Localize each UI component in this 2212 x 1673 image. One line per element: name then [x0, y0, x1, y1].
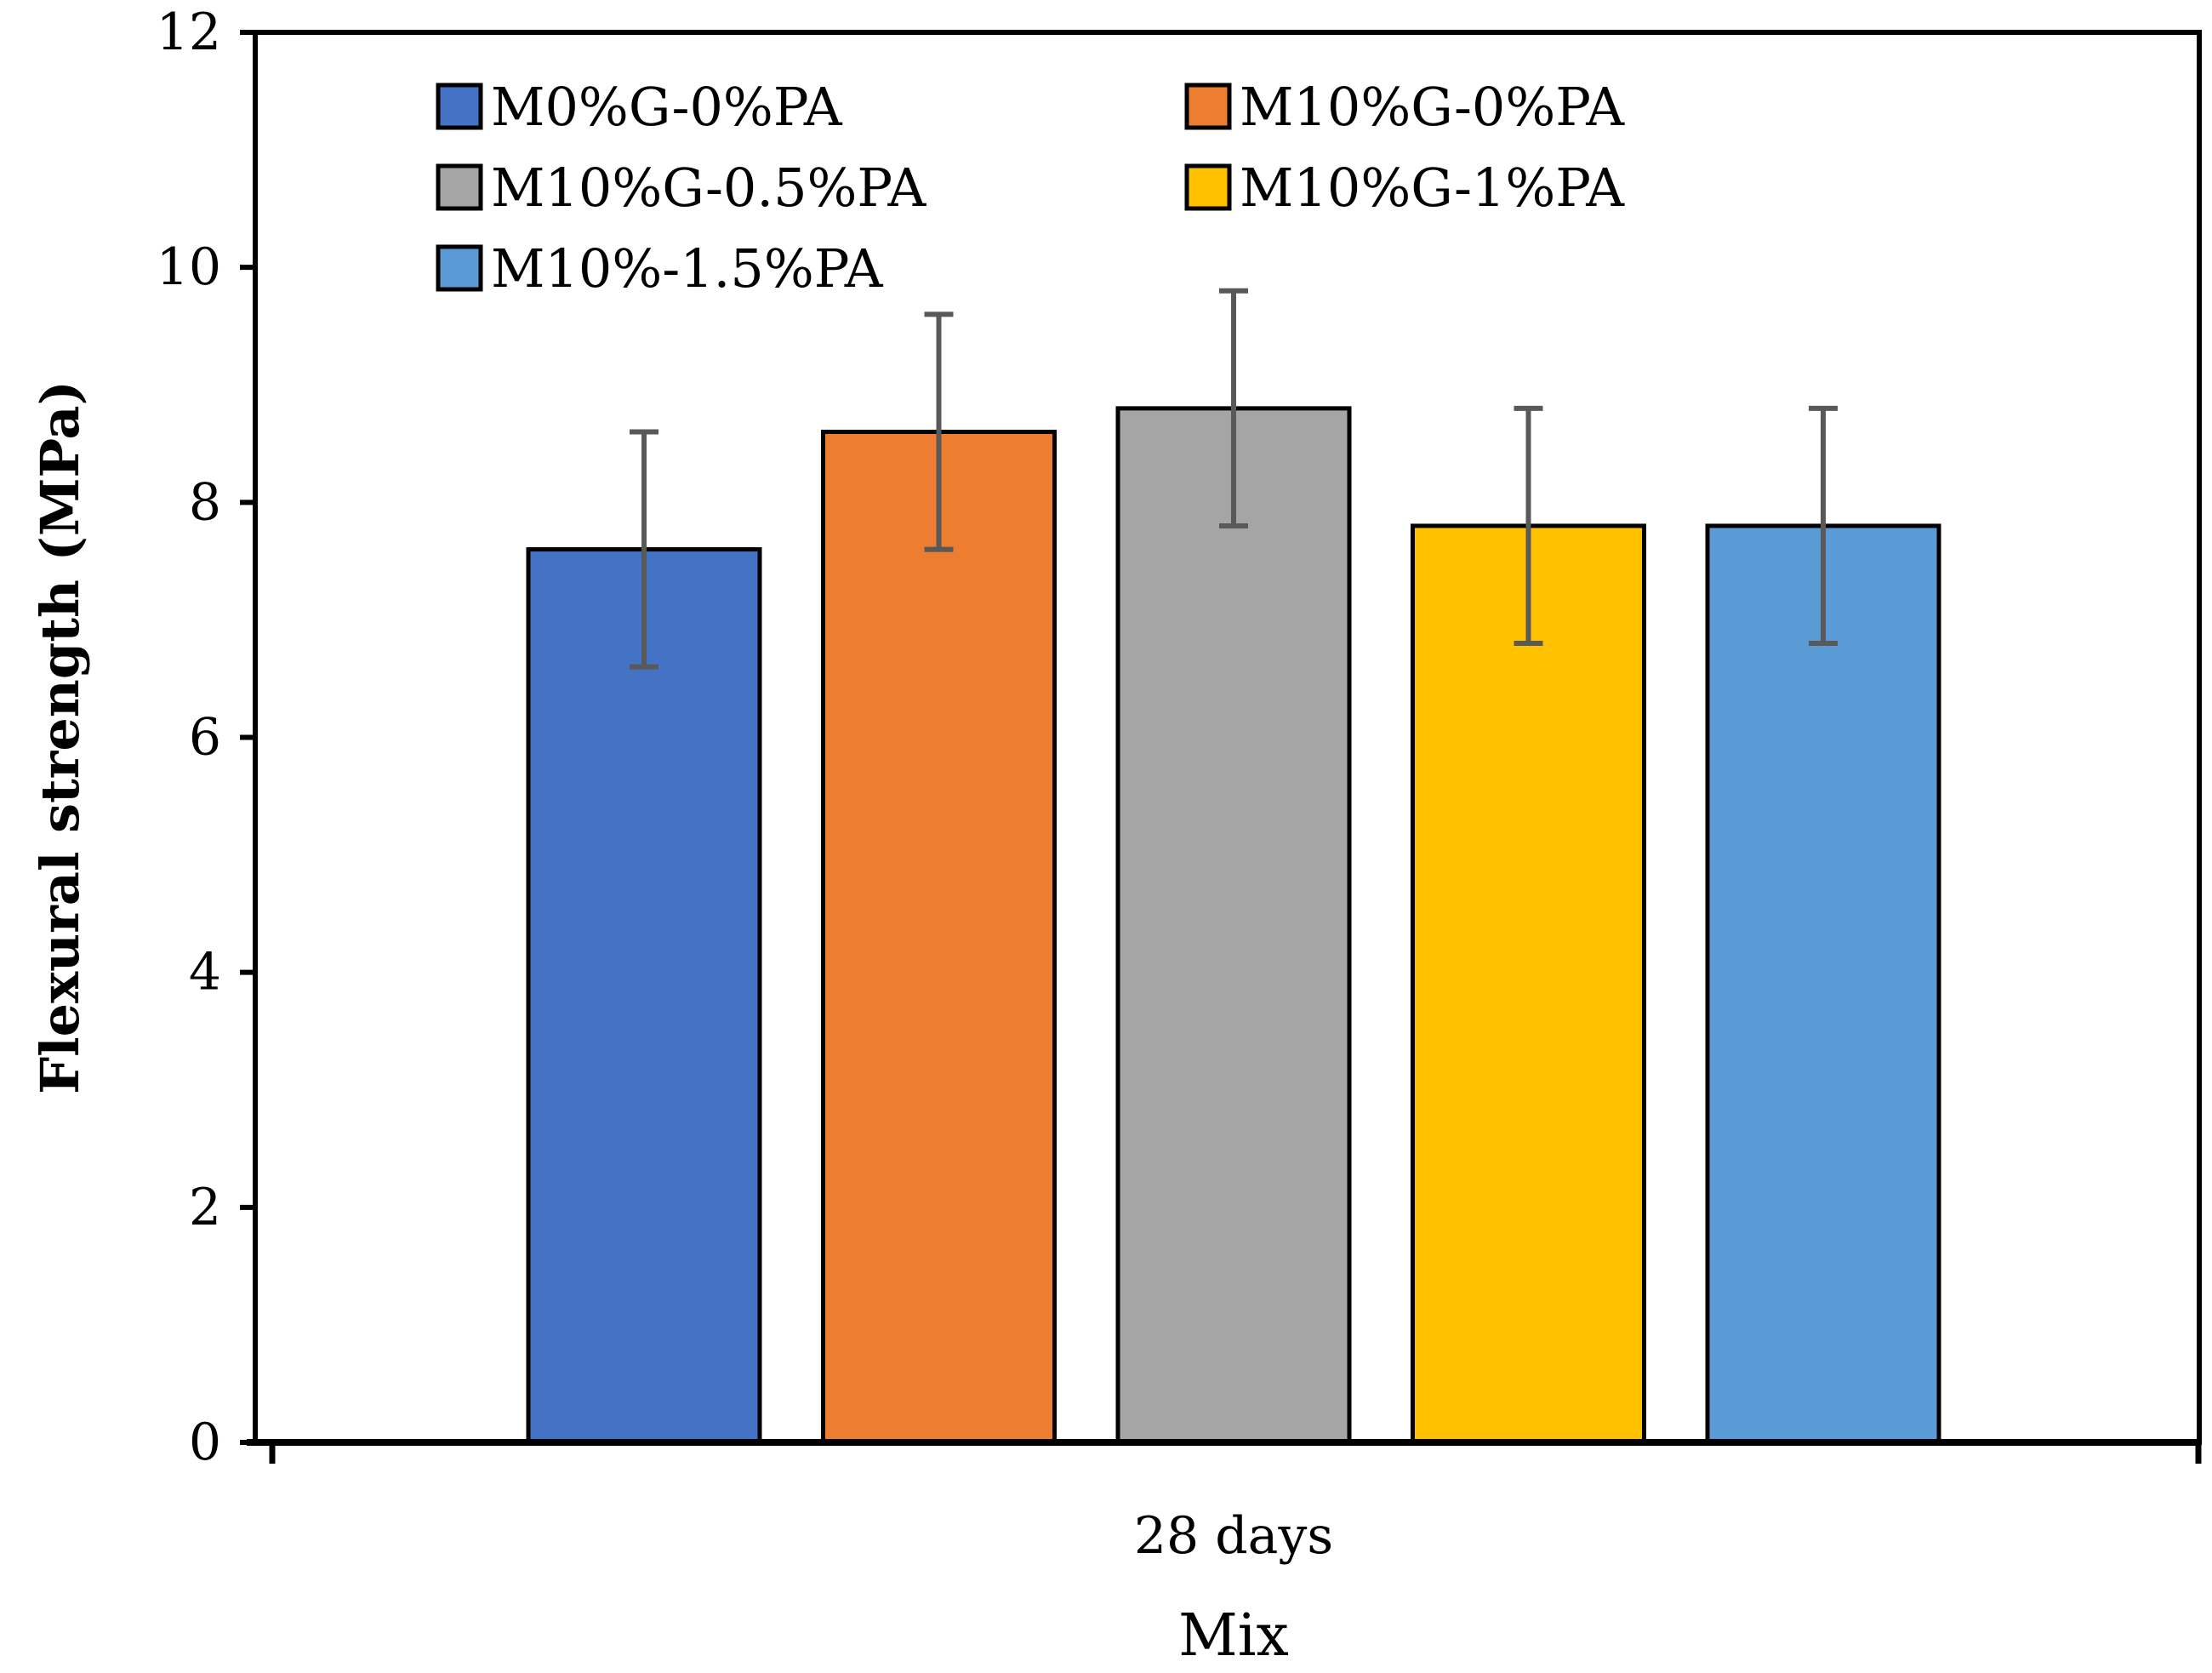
legend-swatch	[436, 163, 483, 211]
y-ticks-layer: 0 2 4 6 8 10 12	[157, 3, 255, 1472]
x-axis-title: Mix	[1178, 1602, 1289, 1670]
legend: M0%G-0%PA M10%G-0%PA M10%G-0.5%PA M10%G-1%P…	[436, 76, 1625, 300]
legend-label: M0%G-0%PA	[491, 76, 843, 138]
bar-M0%G-0%PA	[526, 547, 762, 1445]
legend-label: M10%G-0.5%PA	[491, 157, 926, 219]
y-tick-label: 12	[157, 3, 221, 62]
y-tick-label: 2	[189, 1178, 221, 1237]
y-tick-label: 6	[189, 708, 221, 768]
bar-M10%-1.5%PA	[1705, 523, 1941, 1445]
legend-swatch	[1184, 163, 1232, 211]
bars-layer	[526, 406, 1941, 1445]
y-axis-title: Flexural strength (MPa)	[29, 380, 91, 1094]
y-tick-label: 10	[157, 237, 221, 297]
x-ticks-layer	[269, 1442, 2202, 1464]
y-tick-label: 4	[189, 943, 221, 1002]
error-bars-layer	[630, 288, 1838, 670]
legend-swatch	[436, 83, 483, 130]
bar-M10%G-1%PA	[1411, 523, 1646, 1445]
legend-label: M10%G-0%PA	[1240, 76, 1625, 138]
bar-M10%G-0%PA	[821, 429, 1057, 1445]
y-tick-label: 8	[189, 472, 221, 532]
legend-label: M10%-1.5%PA	[491, 237, 884, 300]
y-tick-label: 0	[189, 1413, 221, 1472]
legend-swatch	[1184, 83, 1232, 130]
bar-M10%G-0.5%PA	[1115, 406, 1352, 1445]
legend-label: M10%G-1%PA	[1240, 157, 1625, 219]
legend-swatch	[436, 244, 483, 292]
x-category-label: 28 days	[1134, 1506, 1333, 1566]
